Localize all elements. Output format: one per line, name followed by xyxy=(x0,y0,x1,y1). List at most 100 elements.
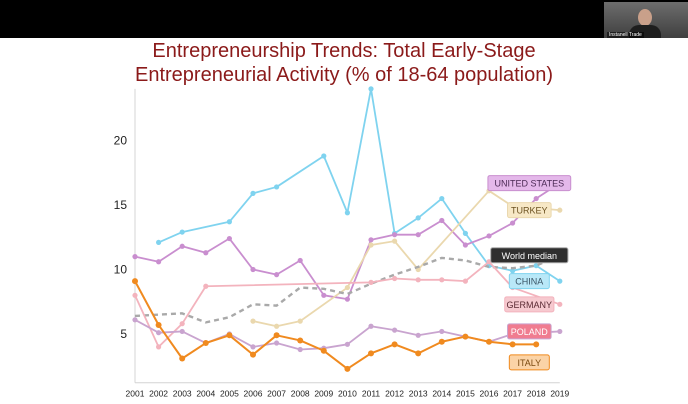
x-tick-label: 2016 xyxy=(480,389,499,399)
series-label-text: GERMANY xyxy=(507,300,553,310)
meeting-top-bar xyxy=(0,0,688,38)
series-united-states xyxy=(132,180,563,302)
series-label-text: POLAND xyxy=(511,327,549,337)
y-tick-label: 5 xyxy=(120,327,127,341)
data-point-turkey xyxy=(274,323,280,329)
series-line-united-states xyxy=(134,182,561,301)
participant-video-tile[interactable]: Instanell Trade xyxy=(604,2,688,42)
series-line-world-median xyxy=(134,254,561,324)
data-point-italy xyxy=(132,278,138,285)
x-tick-label: 2010 xyxy=(338,389,357,399)
x-tick-label: 2003 xyxy=(173,389,192,399)
data-point-italy xyxy=(344,365,351,372)
data-point-germany xyxy=(557,301,563,307)
data-point-italy xyxy=(250,351,256,358)
x-tick-label: 2009 xyxy=(314,389,333,399)
series-label-box xyxy=(507,202,552,219)
data-point-united-states xyxy=(344,296,350,302)
y-tick-label: 10 xyxy=(114,263,128,277)
data-point-germany xyxy=(392,275,398,282)
data-point-united-states xyxy=(321,292,327,298)
data-point-italy xyxy=(391,341,398,348)
data-point-italy xyxy=(320,347,327,354)
chart-series xyxy=(132,86,563,372)
data-point-united-states xyxy=(415,232,421,238)
data-point-china xyxy=(344,210,350,216)
series-label-world-median: World median xyxy=(490,247,569,264)
series-label-box xyxy=(508,273,550,290)
x-tick-label: 2012 xyxy=(385,389,404,399)
series-label-text: ITALY xyxy=(517,358,541,368)
data-point-italy xyxy=(179,355,186,362)
series-label-box xyxy=(504,296,555,313)
data-point-italy xyxy=(368,350,374,357)
data-point-united-states xyxy=(462,242,468,248)
series-label-united-states: UNITED STATES xyxy=(487,175,572,192)
series-world-median xyxy=(134,254,561,324)
data-point-italy xyxy=(226,332,233,339)
data-point-united-states xyxy=(533,195,539,202)
data-point-united-states xyxy=(509,220,516,226)
x-tick-label: 2013 xyxy=(409,389,428,399)
data-point-italy xyxy=(486,338,492,345)
series-label-box xyxy=(487,175,572,192)
data-point-poland xyxy=(274,340,280,346)
data-point-turkey xyxy=(368,242,374,248)
data-point-united-states xyxy=(368,237,374,243)
data-point-china xyxy=(439,195,445,202)
y-tick-label: 15 xyxy=(114,198,128,212)
data-point-china xyxy=(368,86,374,92)
x-tick-label: 2019 xyxy=(550,389,569,399)
series-china xyxy=(156,86,563,284)
data-point-china xyxy=(274,184,280,190)
data-point-united-states xyxy=(274,272,280,278)
x-tick-label: 2017 xyxy=(503,389,522,399)
series-line-italy xyxy=(134,280,537,370)
slide-title-line-1: Entrepreneurship Trends: Total Early-Sta… xyxy=(152,40,536,62)
data-point-germany xyxy=(415,277,421,283)
data-point-china xyxy=(462,230,468,236)
data-point-china xyxy=(321,153,327,159)
series-label-text: UNITED STATES xyxy=(494,179,564,189)
data-point-italy xyxy=(438,338,445,345)
series-line-germany xyxy=(134,260,561,348)
data-point-poland xyxy=(415,332,421,338)
data-point-china xyxy=(509,268,516,274)
data-point-china xyxy=(226,219,232,225)
data-point-united-states xyxy=(486,233,492,239)
series-label-china: CHINA xyxy=(508,273,550,290)
data-point-united-states xyxy=(392,232,398,238)
series-line-turkey xyxy=(252,189,560,328)
data-point-china xyxy=(179,229,185,235)
data-point-china xyxy=(415,215,421,221)
data-point-germany xyxy=(439,277,445,283)
x-tick-label: 2006 xyxy=(244,389,263,399)
data-point-united-states xyxy=(250,266,256,273)
line-chart: 5 10 15 20 2001 2002 2003 2004 2005 2006 2007 2008 2… xyxy=(114,86,572,399)
x-tick-label: 2008 xyxy=(291,389,310,399)
participant-name: Instanell Trade xyxy=(607,32,644,38)
data-point-united-states xyxy=(297,257,303,264)
data-point-china xyxy=(250,190,256,196)
y-tick-label: 20 xyxy=(114,134,128,148)
data-point-poland xyxy=(439,328,445,335)
series-label-text: TURKEY xyxy=(511,206,548,216)
data-point-italy xyxy=(202,340,209,347)
data-point-poland xyxy=(557,328,563,335)
x-tick-label: 2005 xyxy=(220,389,239,399)
series-label-box xyxy=(490,247,569,264)
data-point-united-states xyxy=(156,259,162,265)
data-point-turkey xyxy=(297,318,303,324)
x-tick-label: 2002 xyxy=(149,389,168,399)
data-point-italy xyxy=(273,332,280,339)
data-point-germany xyxy=(132,292,138,298)
data-point-turkey xyxy=(557,207,563,213)
data-point-germany xyxy=(368,279,374,285)
series-label-text: CHINA xyxy=(515,277,543,287)
series-label-turkey: TURKEY xyxy=(507,202,552,219)
x-tick-label: 2014 xyxy=(432,389,451,399)
data-point-united-states xyxy=(132,254,138,260)
data-point-united-states xyxy=(179,243,185,249)
data-point-united-states xyxy=(203,250,209,256)
data-point-turkey xyxy=(392,238,398,244)
